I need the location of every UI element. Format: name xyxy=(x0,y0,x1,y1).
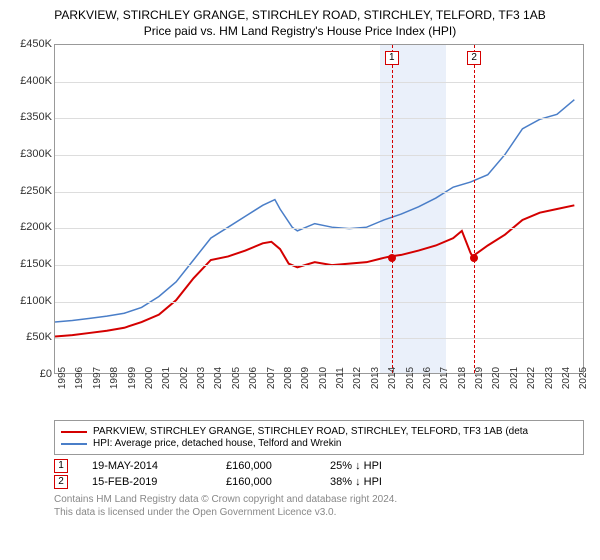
sale-date: 15-FEB-2019 xyxy=(92,476,202,488)
x-tick-label: 1998 xyxy=(109,367,120,389)
y-tick-label: £150K xyxy=(20,258,52,270)
legend: PARKVIEW, STIRCHLEY GRANGE, STIRCHLEY RO… xyxy=(54,420,584,455)
x-tick-label: 2025 xyxy=(578,367,589,389)
x-tick-label: 2004 xyxy=(213,367,224,389)
x-tick-label: 2018 xyxy=(457,367,468,389)
x-tick-label: 2011 xyxy=(335,367,346,389)
chart-area: £0 £50K £100K £150K £200K £250K £300K £350K £400… xyxy=(10,44,590,414)
y-tick-label: £100K xyxy=(20,295,52,307)
x-tick-label: 1995 xyxy=(57,367,68,389)
x-tick-label: 2017 xyxy=(439,367,450,389)
footer-line: This data is licensed under the Open Gov… xyxy=(54,506,584,519)
line-series-hpi xyxy=(55,100,574,322)
x-tick-label: 2007 xyxy=(266,367,277,389)
gridline xyxy=(55,192,583,193)
gridline xyxy=(55,228,583,229)
x-tick-label: 1996 xyxy=(74,367,85,389)
sale-delta: 25% ↓ HPI xyxy=(330,460,382,472)
x-tick-label: 2001 xyxy=(161,367,172,389)
sale-marker-box: 1 xyxy=(54,459,68,473)
marker-box: 2 xyxy=(467,51,481,65)
x-tick-label: 2002 xyxy=(179,367,190,389)
y-tick-label: £50K xyxy=(26,331,52,343)
y-tick-label: £400K xyxy=(20,75,52,87)
x-tick-label: 2006 xyxy=(248,367,259,389)
x-tick-label: 2020 xyxy=(491,367,502,389)
plot-area: 12 xyxy=(54,44,584,374)
y-tick-label: £250K xyxy=(20,185,52,197)
sales-table: 1 19-MAY-2014 £160,000 25% ↓ HPI 2 15-FE… xyxy=(54,459,584,489)
x-tick-label: 2022 xyxy=(526,367,537,389)
x-tick-label: 2016 xyxy=(422,367,433,389)
gridline xyxy=(55,82,583,83)
x-tick-label: 2008 xyxy=(283,367,294,389)
legend-item-hpi: HPI: Average price, detached house, Telf… xyxy=(61,438,577,449)
sale-row: 2 15-FEB-2019 £160,000 38% ↓ HPI xyxy=(54,475,584,489)
sale-price: £160,000 xyxy=(226,476,306,488)
gridline xyxy=(55,118,583,119)
y-tick-label: £450K xyxy=(20,38,52,50)
marker-line xyxy=(474,45,475,373)
gridline xyxy=(55,265,583,266)
x-tick-label: 1997 xyxy=(92,367,103,389)
marker-line xyxy=(392,45,393,373)
legend-item-property: PARKVIEW, STIRCHLEY GRANGE, STIRCHLEY RO… xyxy=(61,426,577,437)
x-tick-label: 2000 xyxy=(144,367,155,389)
x-tick-label: 2013 xyxy=(370,367,381,389)
gridline xyxy=(55,155,583,156)
sale-row: 1 19-MAY-2014 £160,000 25% ↓ HPI xyxy=(54,459,584,473)
chart-title: PARKVIEW, STIRCHLEY GRANGE, STIRCHLEY RO… xyxy=(10,8,590,22)
y-axis: £0£50K£100K£150K£200K£250K£300K£350K£400… xyxy=(10,44,54,374)
footer-line: Contains HM Land Registry data © Crown c… xyxy=(54,493,584,506)
marker-dot xyxy=(470,254,478,262)
chart-subtitle: Price paid vs. HM Land Registry's House … xyxy=(10,24,590,38)
sale-date: 19-MAY-2014 xyxy=(92,460,202,472)
x-tick-label: 2021 xyxy=(509,367,520,389)
x-tick-label: 2023 xyxy=(544,367,555,389)
sale-price: £160,000 xyxy=(226,460,306,472)
legend-label: PARKVIEW, STIRCHLEY GRANGE, STIRCHLEY RO… xyxy=(93,426,528,437)
y-tick-label: £200K xyxy=(20,221,52,233)
x-axis: 1995199619971998199920002001200220032004… xyxy=(54,374,584,414)
sale-marker-box: 2 xyxy=(54,475,68,489)
x-tick-label: 2014 xyxy=(387,367,398,389)
legend-swatch xyxy=(61,431,87,433)
legend-label: HPI: Average price, detached house, Telf… xyxy=(93,438,342,449)
legend-swatch xyxy=(61,443,87,445)
x-tick-label: 2005 xyxy=(231,367,242,389)
y-tick-label: £0 xyxy=(40,368,52,380)
x-tick-label: 2015 xyxy=(405,367,416,389)
x-tick-label: 2012 xyxy=(352,367,363,389)
marker-dot xyxy=(388,254,396,262)
y-tick-label: £350K xyxy=(20,111,52,123)
footer-attribution: Contains HM Land Registry data © Crown c… xyxy=(54,493,584,519)
y-tick-label: £300K xyxy=(20,148,52,160)
gridline xyxy=(55,302,583,303)
x-tick-label: 2019 xyxy=(474,367,485,389)
x-tick-label: 2010 xyxy=(318,367,329,389)
x-tick-label: 1999 xyxy=(127,367,138,389)
x-tick-label: 2024 xyxy=(561,367,572,389)
chart-container: PARKVIEW, STIRCHLEY GRANGE, STIRCHLEY RO… xyxy=(0,0,600,525)
gridline xyxy=(55,338,583,339)
x-tick-label: 2003 xyxy=(196,367,207,389)
line-series-property xyxy=(55,205,574,336)
sale-delta: 38% ↓ HPI xyxy=(330,476,382,488)
marker-box: 1 xyxy=(385,51,399,65)
x-tick-label: 2009 xyxy=(300,367,311,389)
